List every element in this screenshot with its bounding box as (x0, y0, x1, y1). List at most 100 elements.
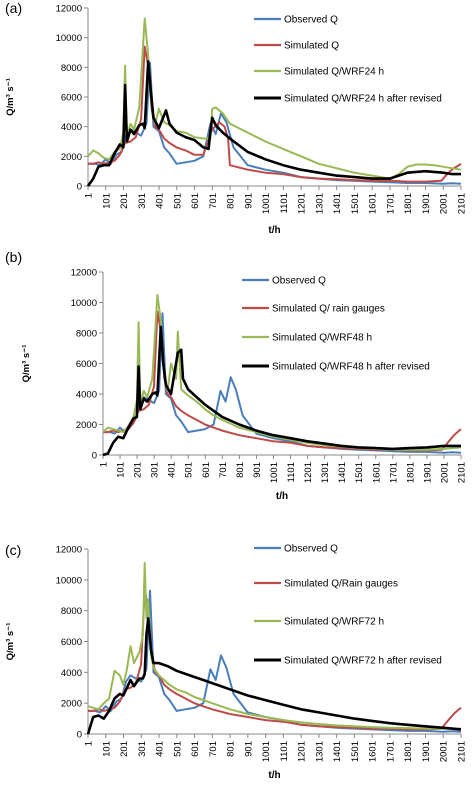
x-tick-label: 901 (243, 741, 254, 757)
legend-label: Simulated Q/WRF24 h (284, 67, 384, 78)
x-tick-label: 1401 (337, 462, 348, 483)
y-tick-label: 10000 (56, 575, 82, 586)
y-axis-title: Q/m³ s⁻¹ (5, 78, 16, 116)
x-tick-label: 301 (137, 193, 148, 209)
x-tick-label: 1301 (314, 741, 325, 762)
y-tick-label: 0 (77, 730, 82, 741)
x-tick-label: 801 (226, 193, 237, 209)
x-tick-label: 1701 (388, 462, 399, 483)
x-tick-label: 401 (155, 741, 166, 757)
x-tick-label: 2001 (439, 462, 450, 483)
x-tick-label: 1201 (297, 193, 308, 214)
series-line-4 (86, 60, 461, 187)
legend-label: Simulated Q/WRF72 h after revised (284, 656, 442, 667)
x-tick-label: 601 (190, 193, 201, 209)
y-tick-label: 12000 (71, 268, 97, 279)
legend-label: Simulated Q/WRF72 h (284, 617, 384, 628)
x-tick-label: 1 (84, 193, 95, 198)
x-tick-label: 501 (172, 741, 183, 757)
legend-label: Simulated Q/WRF48 h after revised (272, 362, 430, 373)
x-tick-label: 1901 (422, 462, 433, 483)
series-line-2 (88, 45, 462, 183)
x-tick-label: 1001 (261, 741, 272, 762)
x-tick-label: 1601 (368, 741, 379, 762)
y-tick-label: 6000 (61, 637, 82, 648)
legend-label: Observed Q (284, 544, 338, 555)
x-tick-label: 1601 (371, 462, 382, 483)
x-tick-label: 1401 (332, 741, 343, 762)
x-tick-label: 1101 (279, 741, 290, 761)
x-tick-label: 1701 (385, 741, 396, 762)
x-tick-label: 1501 (350, 741, 361, 762)
x-tick-label: 1 (84, 741, 95, 746)
y-tick-label: 8000 (61, 606, 82, 617)
x-tick-label: 201 (119, 193, 130, 209)
x-tick-label: 201 (133, 462, 144, 478)
y-tick-label: 10000 (71, 298, 97, 309)
y-axis-title: Q/m³ s⁻¹ (21, 345, 32, 383)
x-tick-label: 1901 (421, 193, 432, 214)
y-tick-label: 8000 (61, 63, 82, 74)
x-tick-label: 101 (116, 462, 127, 478)
legend-label: Simulated Q (284, 41, 339, 52)
y-tick-label: 0 (92, 451, 97, 462)
x-tick-label: 401 (167, 462, 178, 478)
y-tick-label: 12000 (56, 4, 82, 15)
x-tick-label: 2101 (457, 193, 468, 214)
x-tick-label: 801 (235, 462, 246, 478)
x-tick-label: 1001 (269, 462, 280, 483)
x-tick-label: 1201 (303, 462, 314, 483)
y-tick-label: 2000 (61, 152, 82, 163)
x-tick-label: 1601 (368, 193, 379, 214)
y-tick-label: 4000 (61, 668, 82, 679)
y-tick-label: 12000 (56, 545, 82, 556)
series-line-4 (86, 617, 462, 735)
x-tick-label: 2001 (439, 741, 450, 762)
x-tick-label: 1501 (350, 193, 361, 214)
legend-label: Simulated Q/ rain gauges (272, 304, 385, 315)
y-tick-label: 8000 (76, 329, 97, 340)
legend-label: Observed Q (272, 276, 326, 287)
y-tick-label: 0 (77, 182, 82, 193)
x-tick-label: 1501 (354, 462, 365, 483)
x-tick-label: 2101 (457, 741, 468, 762)
x-tick-label: 301 (137, 741, 148, 757)
x-tick-label: 1101 (286, 462, 297, 482)
x-tick-label: 901 (252, 462, 263, 478)
x-tick-label: 1401 (332, 193, 343, 214)
panel-label: (c) (5, 542, 21, 558)
x-tick-label: 1301 (314, 193, 325, 214)
x-tick-label: 601 (190, 741, 201, 757)
panel-label: (a) (5, 0, 22, 16)
y-tick-label: 6000 (61, 93, 82, 104)
x-tick-label: 401 (155, 193, 166, 209)
x-tick-label: 201 (119, 741, 130, 757)
x-tick-label: 1201 (297, 741, 308, 762)
x-tick-label: 1801 (403, 741, 414, 762)
y-tick-label: 2000 (61, 699, 82, 710)
series-line-3 (87, 561, 461, 730)
panel-label: (b) (5, 249, 22, 265)
x-tick-label: 101 (101, 741, 112, 757)
x-tick-label: 1301 (320, 462, 331, 483)
legend-label: Simulated Q/WRF48 h (272, 333, 372, 344)
x-tick-label: 1801 (405, 462, 416, 483)
x-tick-label: 601 (201, 462, 212, 478)
x-tick-label: 1 (99, 462, 110, 467)
x-tick-label: 2101 (457, 462, 468, 483)
legend-label: Simulated Q/Rain gauges (284, 579, 398, 590)
x-axis-title: t/h (276, 491, 288, 502)
x-tick-label: 901 (243, 193, 254, 209)
x-axis-title: t/h (268, 225, 280, 236)
series-line-4 (102, 325, 461, 457)
x-tick-label: 701 (218, 462, 229, 478)
x-tick-label: 701 (208, 193, 219, 209)
x-tick-label: 2001 (439, 193, 450, 214)
y-tick-label: 6000 (76, 359, 97, 370)
x-tick-label: 801 (226, 741, 237, 757)
x-tick-label: 701 (208, 741, 219, 757)
y-tick-label: 4000 (61, 122, 82, 133)
